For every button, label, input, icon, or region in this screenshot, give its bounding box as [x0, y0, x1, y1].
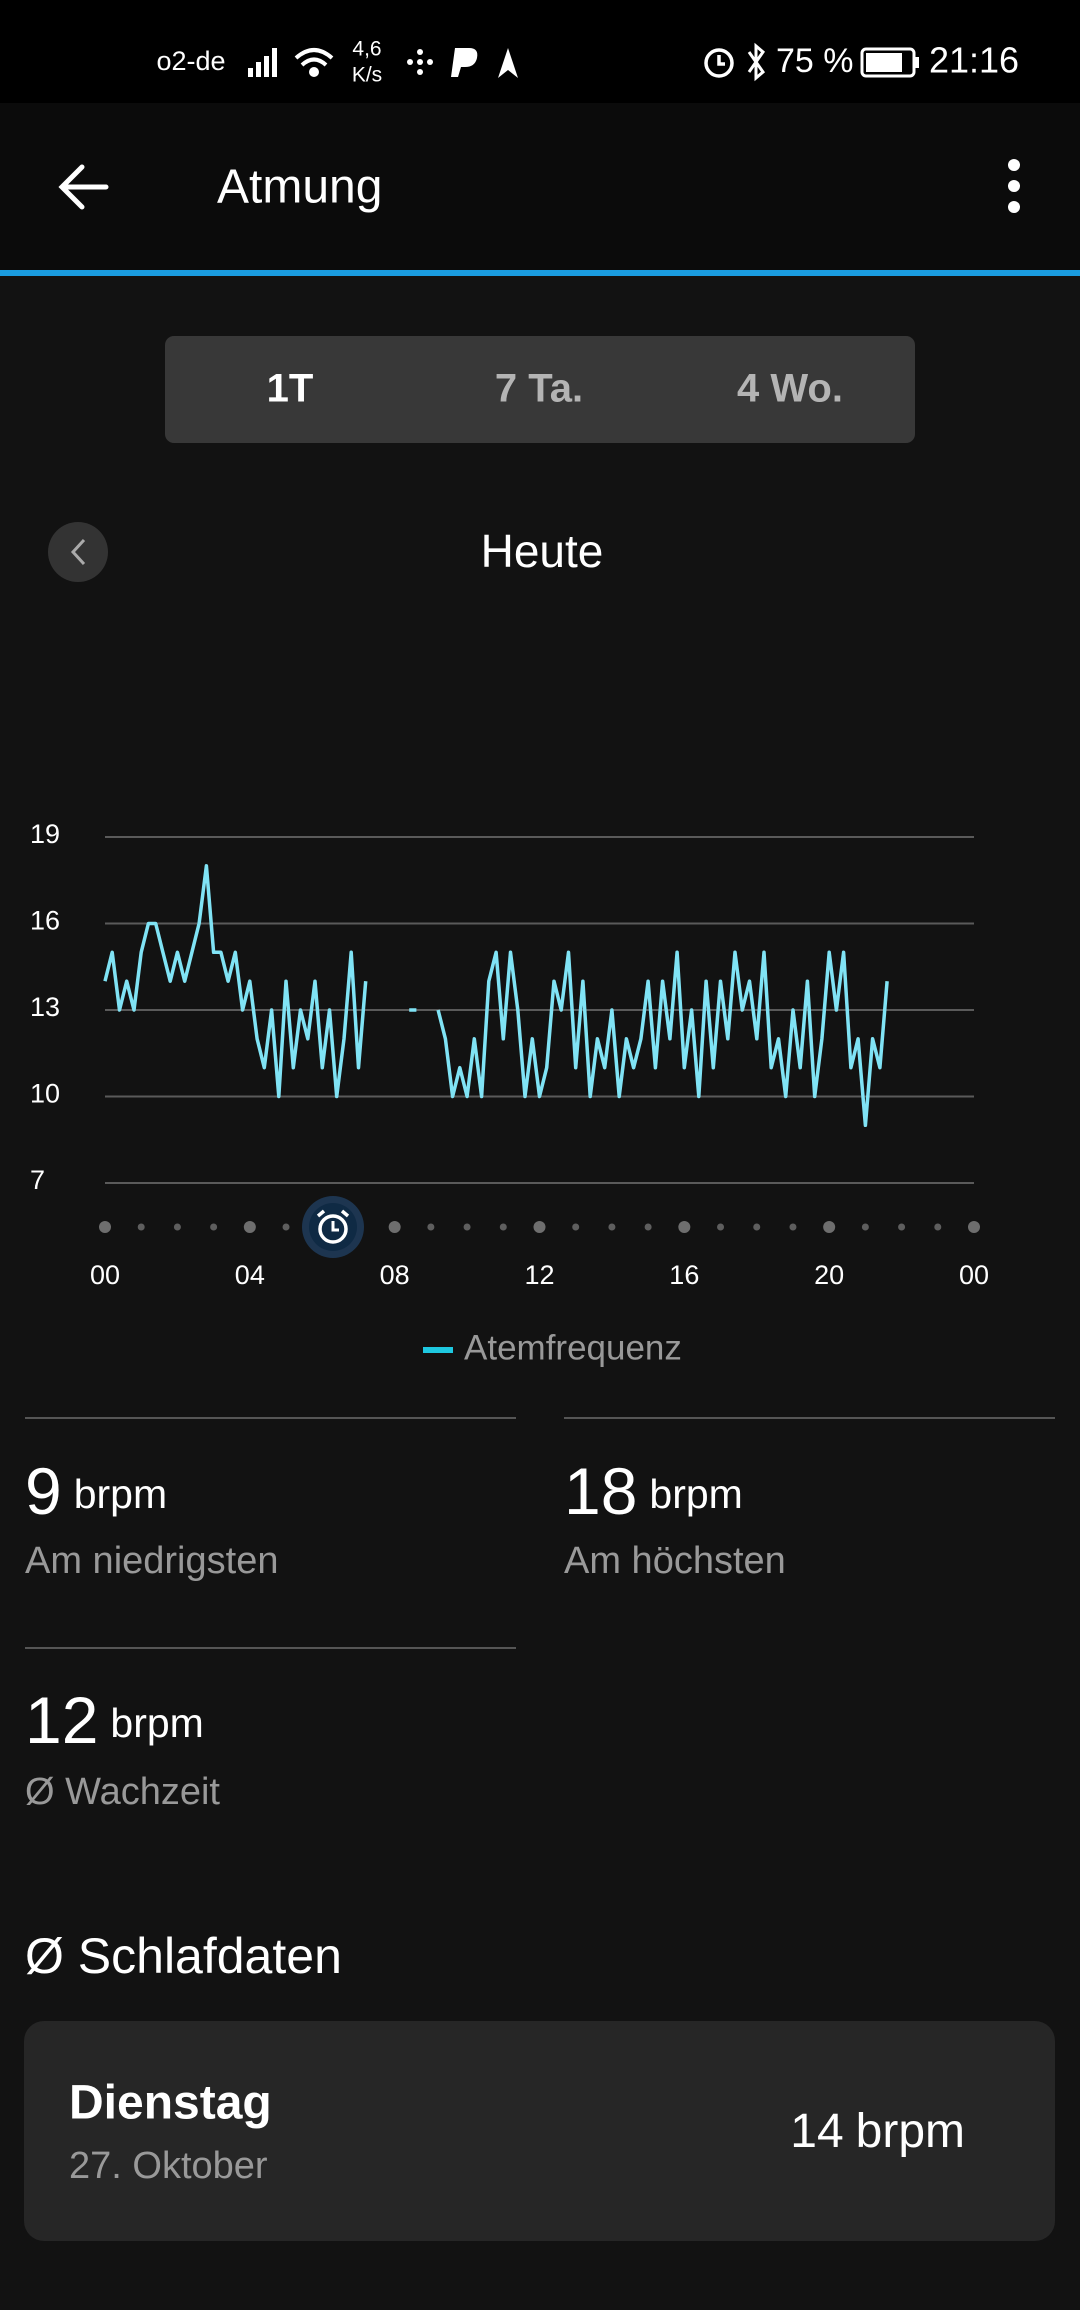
sleep-value: 14 brpm: [790, 2105, 965, 2158]
minor-dot: [898, 1223, 906, 1231]
stat-number: 12: [25, 1683, 98, 1757]
minor-dot: [282, 1223, 290, 1231]
minor-dot: [210, 1223, 218, 1231]
alarm-status-icon: [704, 48, 734, 78]
section-title: Ø Schlafdaten: [25, 1928, 342, 1984]
carrier: o2-de: [156, 46, 225, 76]
wifi-icon: [294, 48, 334, 77]
tab-active[interactable]: 1T: [267, 367, 314, 411]
speed: 4,6: [352, 38, 381, 61]
stat-unit: brpm: [110, 1700, 203, 1746]
y-tick-label: 16: [30, 906, 60, 936]
x-tick-dot: [823, 1221, 836, 1233]
stat-value: 18 brpm: [564, 1454, 743, 1528]
x-tick-label: 16: [669, 1260, 699, 1290]
menu-button[interactable]: [1008, 159, 1020, 213]
back-button[interactable]: [58, 164, 109, 210]
sleep-date: 27. Oktober: [69, 2145, 268, 2187]
minor-dot: [572, 1223, 580, 1231]
minor-dot: [934, 1223, 942, 1231]
stat-value: 9 brpm: [25, 1454, 167, 1528]
stat-number: 18: [564, 1454, 637, 1528]
minor-dot: [463, 1223, 471, 1231]
stat-unit: brpm: [649, 1471, 742, 1517]
minor-dot: [608, 1223, 616, 1231]
period-label: Heute: [481, 525, 604, 577]
tab-bar: [165, 336, 915, 443]
sleep-card[interactable]: [24, 2021, 1055, 2241]
minor-dot: [861, 1223, 869, 1231]
stat-label: Am höchsten: [564, 1540, 786, 1582]
page-title: Atmung: [217, 161, 382, 214]
minor-dot: [427, 1223, 435, 1231]
bluetooth-icon: [747, 42, 766, 82]
status-bar: [0, 0, 1080, 103]
x-tick-label: 12: [524, 1260, 554, 1290]
y-tick-label: 19: [30, 819, 60, 849]
signal-icon: [248, 48, 277, 77]
stat-unit: brpm: [74, 1471, 167, 1517]
minor-dot: [644, 1223, 652, 1231]
minor-dot: [173, 1223, 181, 1231]
app-icons: [407, 48, 518, 78]
stat-label: Ø Wachzeit: [25, 1771, 220, 1813]
x-tick-dot: [388, 1221, 401, 1233]
legend-label: Atemfrequenz: [464, 1328, 682, 1367]
x-tick-dot: [678, 1221, 691, 1233]
chart: 7 10 13 16 19 00 04 08 12 16 20 00: [30, 819, 989, 1290]
previous-period-button[interactable]: [48, 522, 108, 582]
minor-dot: [137, 1223, 145, 1231]
sleep-day: Dienstag: [69, 2077, 272, 2130]
x-tick-label: 00: [90, 1260, 120, 1290]
y-tick-label: 7: [30, 1165, 45, 1195]
tab[interactable]: 7 Ta.: [495, 367, 583, 411]
x-tick-label: 08: [380, 1260, 410, 1290]
stat-label: Am niedrigsten: [25, 1540, 278, 1582]
x-tick-dot: [533, 1221, 546, 1233]
sleep-number: 14: [790, 2105, 843, 2158]
stat-value: 12 brpm: [25, 1683, 204, 1757]
x-tick-label: 00: [959, 1260, 989, 1290]
y-tick-label: 10: [30, 1079, 60, 1109]
battery-icon: [860, 47, 919, 78]
app-bar: [0, 103, 1080, 270]
header-divider: [0, 270, 1080, 276]
x-tick-label: 20: [814, 1260, 844, 1290]
battery-percent: 75 %: [776, 42, 854, 80]
line-series: [103, 864, 889, 1128]
x-tick-label: 04: [235, 1260, 265, 1290]
speed-unit: K/s: [352, 64, 382, 87]
x-tick-dot: [968, 1221, 980, 1233]
stat-number: 9: [25, 1454, 62, 1528]
minor-dot: [753, 1223, 761, 1231]
tab[interactable]: 4 Wo.: [737, 367, 843, 411]
sleep-unit: brpm: [856, 2105, 965, 2158]
x-tick-dot: [243, 1221, 256, 1233]
clock: 21:16: [929, 40, 1019, 81]
legend-swatch: [423, 1347, 453, 1353]
minor-dot: [499, 1223, 507, 1231]
x-tick-dot: [99, 1221, 111, 1233]
y-tick-label: 13: [30, 992, 60, 1022]
alarm-marker: [302, 1196, 364, 1258]
minor-dot: [789, 1223, 797, 1231]
minor-dot: [717, 1223, 725, 1231]
